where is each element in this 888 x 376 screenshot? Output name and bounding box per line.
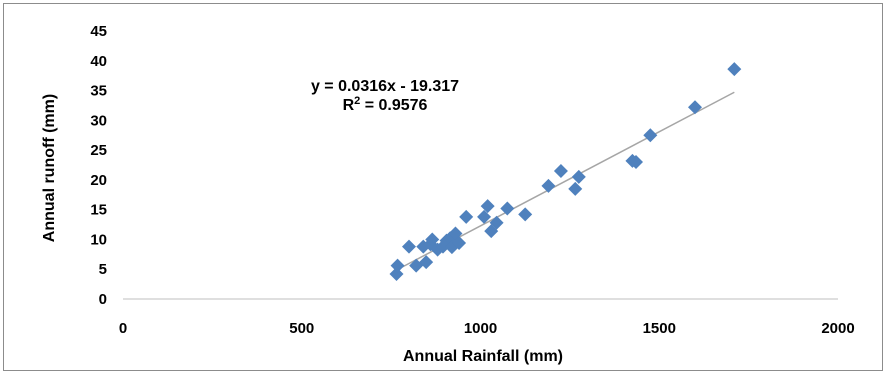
x-axis-ticks: 0 500 1000 1500 2000 [119, 320, 855, 337]
y-tick-label: 45 [90, 23, 107, 40]
data-point [459, 209, 474, 224]
trendline-equation: y = 0.0316x - 19.317 [311, 78, 459, 95]
data-point [389, 266, 404, 281]
y-axis-ticks: 0 5 10 15 20 25 30 35 40 45 [90, 23, 107, 308]
y-tick-label: 15 [90, 202, 107, 219]
r-squared-exponent: 2 [354, 95, 360, 107]
y-tick-label: 35 [90, 83, 107, 100]
x-tick-label: 2000 [821, 320, 854, 337]
chart-frame: 0 5 10 15 20 25 30 35 40 45 0 500 1000 1500 2000 y = … [3, 3, 883, 371]
y-tick-label: 20 [90, 172, 107, 189]
y-tick-label: 10 [90, 231, 107, 248]
data-point [419, 255, 434, 270]
y-tick-label: 5 [99, 261, 107, 278]
data-point [629, 155, 644, 170]
data-point [553, 163, 568, 178]
data-point [500, 201, 515, 216]
x-tick-label: 1000 [464, 320, 497, 337]
data-point [688, 100, 702, 115]
data-point [643, 128, 658, 143]
x-tick-label: 1500 [643, 320, 676, 337]
y-tick-label: 25 [90, 142, 107, 159]
r-squared-letter: R [343, 97, 355, 114]
x-tick-label: 500 [289, 320, 314, 337]
x-tick-label: 0 [119, 320, 127, 337]
data-point [518, 207, 533, 222]
data-point [477, 209, 492, 224]
data-point [452, 236, 467, 251]
y-tick-label: 0 [99, 291, 107, 308]
y-tick-label: 30 [90, 112, 107, 129]
data-point [402, 239, 416, 254]
y-axis-title: Annual runoff (mm) [41, 94, 58, 242]
data-point [390, 258, 405, 273]
y-tick-label: 40 [90, 53, 107, 70]
data-point [541, 178, 556, 193]
x-axis-title: Annual Rainfall (mm) [403, 348, 563, 365]
data-point [480, 199, 495, 214]
scatter-chart: 0 5 10 15 20 25 30 35 40 45 0 500 1000 1500 2000 y = … [41, 23, 855, 365]
data-point [425, 232, 440, 247]
data-point [571, 169, 586, 184]
data-point [568, 181, 583, 196]
data-point [727, 62, 742, 77]
r-squared-label: R2 = 0.9576 [343, 95, 428, 114]
data-points [389, 62, 742, 281]
r-squared-value: = 0.9576 [360, 97, 427, 114]
data-point [489, 215, 504, 230]
